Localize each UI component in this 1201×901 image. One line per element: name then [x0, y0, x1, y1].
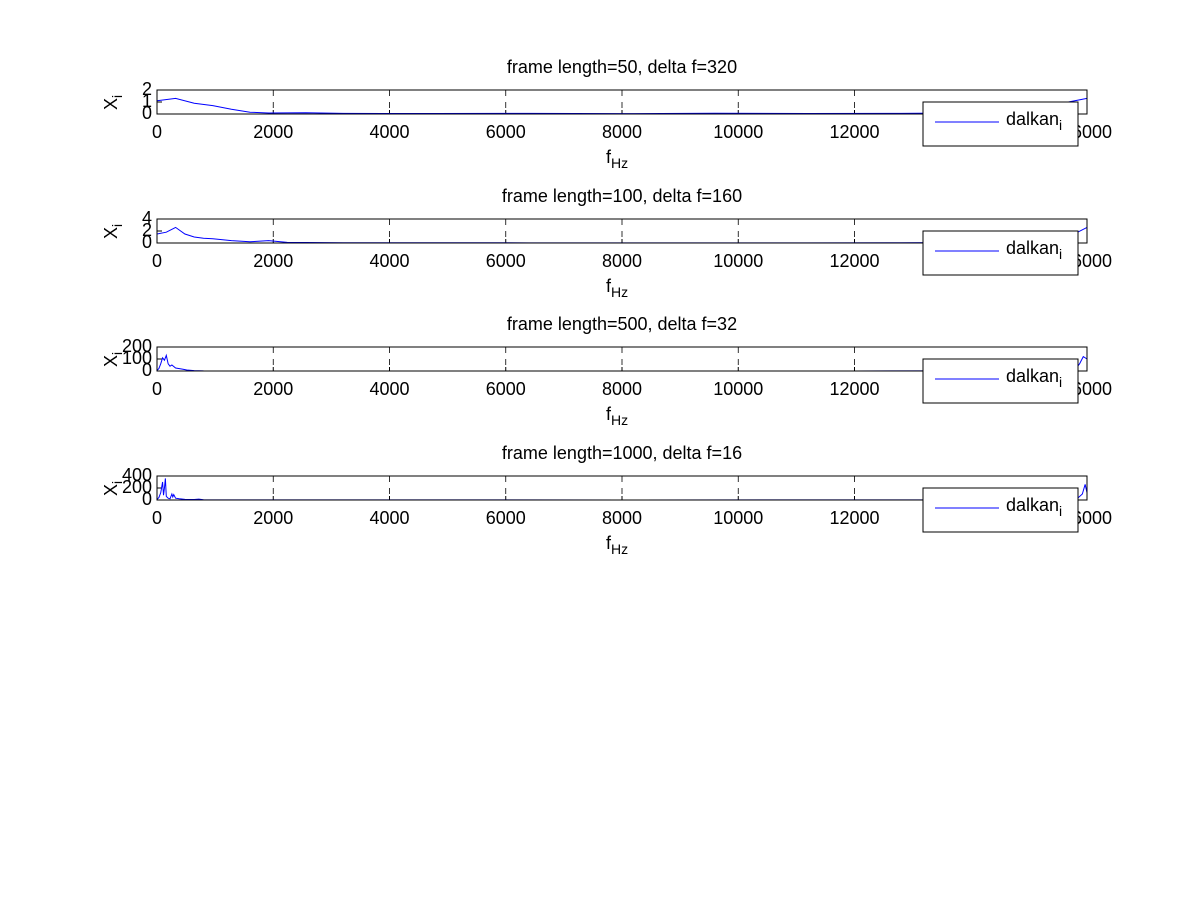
legend-box: [922, 358, 1079, 404]
y-tick-label: 400: [122, 465, 152, 485]
x-tick-label: 8000: [602, 122, 642, 142]
legend-label-sub: i: [1059, 246, 1062, 262]
x-axis-label-sub: Hz: [611, 284, 628, 300]
x-tick-label: 0: [152, 508, 162, 528]
x-tick-label: 8000: [602, 251, 642, 271]
x-tick-label: 2000: [253, 122, 293, 142]
x-tick-label: 10000: [713, 508, 763, 528]
axes-box: [156, 89, 1088, 115]
y-axis-label: Xi: [101, 481, 125, 496]
y-axis-label-base: X: [101, 227, 121, 239]
x-tick-label: 8000: [602, 379, 642, 399]
x-tick-label: 12000: [829, 379, 879, 399]
x-tick-label: 4000: [369, 379, 409, 399]
y-axis-label-base: X: [101, 355, 121, 367]
x-axis-label: fHz: [606, 404, 628, 428]
x-tick-label: 4000: [369, 508, 409, 528]
axes-box: [156, 218, 1088, 244]
legend-box: [922, 230, 1079, 276]
x-tick-label: 12000: [829, 251, 879, 271]
legend-label-sub: i: [1059, 117, 1062, 133]
legend-label-base: dalkan: [1006, 366, 1059, 386]
chart-title: frame length=100, delta f=160: [502, 186, 742, 206]
x-axis-label-base: f: [606, 147, 612, 167]
x-tick-label: 6000: [486, 122, 526, 142]
x-tick-label: 10000: [713, 251, 763, 271]
x-tick-label: 0: [152, 379, 162, 399]
x-axis-label-sub: Hz: [611, 541, 628, 557]
y-axis-label: Xi: [101, 352, 125, 367]
y-tick-label: 100: [122, 348, 152, 368]
legend-label: dalkani: [1006, 238, 1062, 262]
y-tick-label: 2: [142, 79, 152, 99]
y-tick-label: 4: [142, 208, 152, 228]
x-tick-label: 0: [152, 251, 162, 271]
x-tick-label: 10000: [713, 122, 763, 142]
x-tick-label: 12000: [829, 122, 879, 142]
legend-box: [922, 101, 1079, 147]
x-tick-label: 12000: [829, 508, 879, 528]
y-axis-label-sub: i: [109, 352, 125, 355]
y-tick-label: 0: [142, 489, 152, 509]
legend-label-base: dalkan: [1006, 109, 1059, 129]
x-tick-label: 8000: [602, 508, 642, 528]
legend-label-base: dalkan: [1006, 238, 1059, 258]
chart-title: frame length=50, delta f=320: [507, 57, 737, 77]
chart-title: frame length=500, delta f=32: [507, 314, 737, 334]
y-tick-label: 2: [142, 220, 152, 240]
x-tick-label: 6000: [486, 251, 526, 271]
legend-box: [922, 487, 1079, 533]
legend-label-sub: i: [1059, 374, 1062, 390]
y-tick-label: 1: [142, 91, 152, 111]
legend-label-sub: i: [1059, 503, 1062, 519]
x-axis-label-sub: Hz: [611, 155, 628, 171]
x-axis-label-base: f: [606, 533, 612, 553]
x-axis-label-sub: Hz: [611, 412, 628, 428]
y-axis-label: Xi: [101, 95, 125, 110]
x-tick-label: 0: [152, 122, 162, 142]
legend-label: dalkani: [1006, 495, 1062, 519]
legend-label-base: dalkan: [1006, 495, 1059, 515]
x-axis-label: fHz: [606, 147, 628, 171]
axes-box: [156, 346, 1088, 372]
x-tick-label: 6000: [486, 379, 526, 399]
x-tick-label: 4000: [369, 251, 409, 271]
x-axis-label: fHz: [606, 276, 628, 300]
x-tick-label: 6000: [486, 508, 526, 528]
y-tick-label: 0: [142, 360, 152, 380]
y-axis-label-base: X: [101, 98, 121, 110]
y-tick-label: 0: [142, 232, 152, 252]
x-axis-label-base: f: [606, 404, 612, 424]
y-tick-label: 200: [122, 336, 152, 356]
y-axis-label: Xi: [101, 224, 125, 239]
chart-title: frame length=1000, delta f=16: [502, 443, 742, 463]
y-axis-label-sub: i: [109, 95, 125, 98]
y-tick-label: 0: [142, 103, 152, 123]
x-tick-label: 2000: [253, 251, 293, 271]
axes-box: [156, 475, 1088, 501]
y-axis-label-sub: i: [109, 481, 125, 484]
x-tick-label: 2000: [253, 379, 293, 399]
y-axis-label-sub: i: [109, 224, 125, 227]
legend-label: dalkani: [1006, 366, 1062, 390]
legend-label: dalkani: [1006, 109, 1062, 133]
x-tick-label: 4000: [369, 122, 409, 142]
x-axis-label: fHz: [606, 533, 628, 557]
x-tick-label: 2000: [253, 508, 293, 528]
x-axis-label-base: f: [606, 276, 612, 296]
x-tick-label: 10000: [713, 379, 763, 399]
y-axis-label-base: X: [101, 484, 121, 496]
y-tick-label: 200: [122, 477, 152, 497]
